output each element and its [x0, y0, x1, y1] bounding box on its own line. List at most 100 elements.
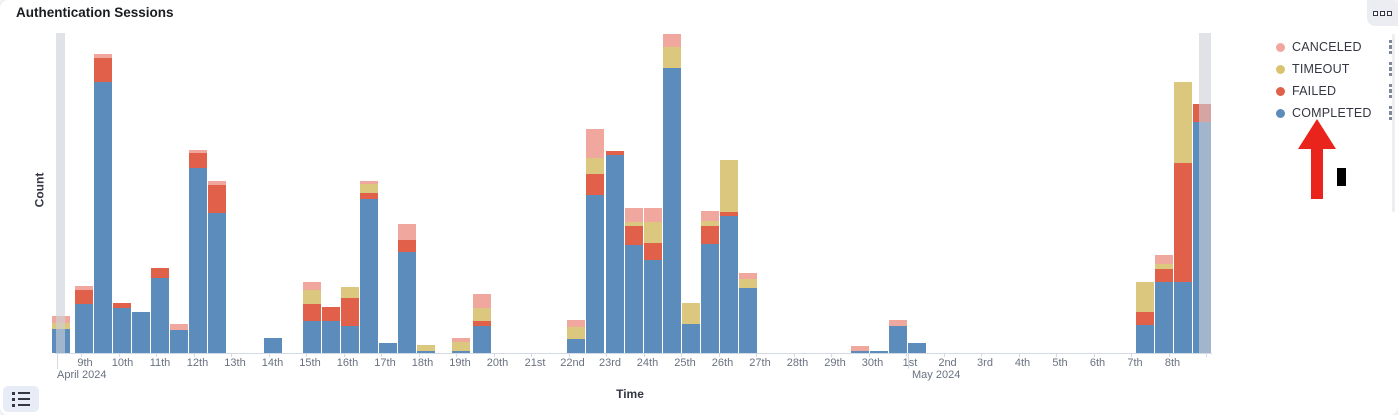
legend-item-timeout[interactable]: TIMEOUT — [1276, 58, 1394, 80]
bar-segment-completed[interactable] — [208, 213, 226, 353]
bar-segment-canceled[interactable] — [360, 181, 378, 184]
bar-segment-completed[interactable] — [567, 339, 585, 353]
bar-segment-completed[interactable] — [701, 244, 719, 353]
bar-segment-completed[interactable] — [322, 321, 340, 353]
bar-segment-failed[interactable] — [606, 151, 624, 155]
bar-segment-canceled[interactable] — [701, 211, 719, 221]
legend-scrollbar[interactable] — [1392, 34, 1395, 212]
bar-segment-canceled[interactable] — [94, 54, 112, 58]
bar-segment-canceled[interactable] — [567, 320, 585, 327]
bar-segment-canceled[interactable] — [625, 208, 643, 222]
panel-options-button[interactable] — [1367, 0, 1398, 26]
bar-segment-canceled[interactable] — [303, 282, 321, 290]
bar-segment-completed[interactable] — [303, 321, 321, 353]
boxes-vertical-icon[interactable] — [1387, 38, 1395, 57]
bar-segment-timeout[interactable] — [417, 345, 435, 351]
bar-segment-completed[interactable] — [189, 168, 207, 353]
bar-segment-timeout[interactable] — [1155, 264, 1173, 269]
bar-segment-completed[interactable] — [264, 338, 282, 353]
bar-segment-failed[interactable] — [303, 304, 321, 321]
bar-segment-failed[interactable] — [208, 185, 226, 213]
bar-segment-canceled[interactable] — [889, 320, 907, 326]
legend-item-canceled[interactable]: CANCELED — [1276, 36, 1394, 58]
bar-segment-failed[interactable] — [398, 240, 416, 252]
bar-segment-completed[interactable] — [113, 308, 131, 353]
bar-segment-failed[interactable] — [341, 298, 359, 326]
bar-segment-completed[interactable] — [75, 304, 93, 353]
bar-segment-failed[interactable] — [360, 193, 378, 199]
bar-segment-failed[interactable] — [1155, 269, 1173, 282]
bar-segment-timeout[interactable] — [663, 47, 681, 68]
bar-segment-completed[interactable] — [473, 326, 491, 353]
bar-segment-failed[interactable] — [189, 153, 207, 168]
bar-segment-completed[interactable] — [379, 343, 397, 353]
bar-segment-completed[interactable] — [870, 351, 888, 353]
bar-segment-completed[interactable] — [720, 216, 738, 353]
bar-segment-completed[interactable] — [1136, 325, 1154, 353]
bar-segment-canceled[interactable] — [663, 34, 681, 47]
bar-segment-timeout[interactable] — [452, 342, 470, 351]
bar-segment-timeout[interactable] — [473, 308, 491, 321]
bar-segment-timeout[interactable] — [682, 303, 700, 324]
bar-segment-canceled[interactable] — [851, 346, 869, 351]
bar-segment-failed[interactable] — [151, 268, 169, 278]
bar-segment-completed[interactable] — [341, 326, 359, 353]
bar-segment-canceled[interactable] — [208, 181, 226, 185]
bar-segment-failed[interactable] — [644, 243, 662, 260]
bar-segment-completed[interactable] — [132, 312, 150, 353]
boxes-vertical-icon[interactable] — [1387, 60, 1395, 79]
bar-segment-timeout[interactable] — [739, 279, 757, 288]
boxes-vertical-icon[interactable] — [1387, 82, 1395, 101]
bar-segment-completed[interactable] — [170, 330, 188, 353]
bar-segment-canceled[interactable] — [644, 208, 662, 222]
bar-segment-timeout[interactable] — [567, 327, 585, 339]
bar-segment-completed[interactable] — [606, 155, 624, 353]
bar-segment-completed[interactable] — [682, 324, 700, 353]
legend-toggle-button[interactable] — [3, 386, 39, 412]
bar-segment-timeout[interactable] — [360, 184, 378, 193]
bar-segment-canceled[interactable] — [170, 324, 188, 330]
bar-segment-failed[interactable] — [720, 212, 738, 216]
bar-segment-canceled[interactable] — [739, 273, 757, 279]
bar-segment-failed[interactable] — [113, 303, 131, 308]
bar-segment-completed[interactable] — [151, 278, 169, 353]
legend-item-completed[interactable]: COMPLETED — [1276, 102, 1394, 124]
bar-segment-completed[interactable] — [586, 195, 604, 353]
bar-segment-failed[interactable] — [94, 58, 112, 82]
bar-segment-failed[interactable] — [625, 226, 643, 245]
bar-segment-completed[interactable] — [360, 199, 378, 353]
bar-segment-completed[interactable] — [398, 252, 416, 353]
bar-segment-failed[interactable] — [1174, 163, 1192, 282]
bar-segment-completed[interactable] — [625, 245, 643, 353]
bar-segment-completed[interactable] — [417, 351, 435, 353]
bar-segment-canceled[interactable] — [189, 150, 207, 153]
bar-segment-failed[interactable] — [75, 290, 93, 304]
bar-segment-failed[interactable] — [473, 321, 491, 326]
bar-segment-completed[interactable] — [908, 343, 926, 353]
bar-segment-timeout[interactable] — [625, 222, 643, 226]
bar-segment-failed[interactable] — [586, 174, 604, 195]
bar-segment-canceled[interactable] — [1155, 255, 1173, 264]
bar-segment-completed[interactable] — [452, 351, 470, 353]
bar-segment-canceled[interactable] — [452, 338, 470, 342]
bar-segment-completed[interactable] — [663, 68, 681, 353]
bar-segment-timeout[interactable] — [1136, 282, 1154, 312]
bar-segment-completed[interactable] — [889, 326, 907, 353]
bar-segment-failed[interactable] — [322, 307, 340, 321]
bar-segment-completed[interactable] — [1155, 282, 1173, 353]
bar-segment-timeout[interactable] — [341, 287, 359, 298]
bar-segment-completed[interactable] — [1174, 282, 1192, 353]
bar-segment-timeout[interactable] — [644, 222, 662, 243]
bar-segment-timeout[interactable] — [720, 160, 738, 212]
bar-segment-completed[interactable] — [644, 260, 662, 353]
bar-segment-timeout[interactable] — [1174, 82, 1192, 163]
legend-item-failed[interactable]: FAILED — [1276, 80, 1394, 102]
bar-segment-canceled[interactable] — [586, 129, 604, 158]
bar-segment-timeout[interactable] — [701, 221, 719, 226]
bar-segment-canceled[interactable] — [473, 294, 491, 308]
bar-segment-canceled[interactable] — [398, 224, 416, 240]
bar-segment-completed[interactable] — [94, 82, 112, 353]
bar-segment-canceled[interactable] — [75, 286, 93, 290]
bar-segment-completed[interactable] — [851, 351, 869, 353]
bar-segment-timeout[interactable] — [586, 158, 604, 174]
